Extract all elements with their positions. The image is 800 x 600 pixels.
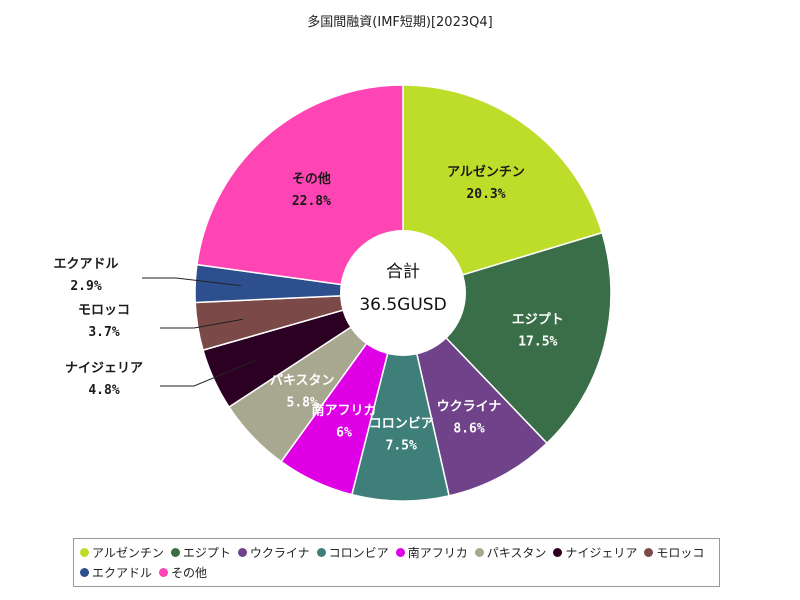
- legend-swatch: [80, 567, 89, 577]
- legend-label: コロンビア: [328, 545, 389, 560]
- legend-swatch: [170, 547, 180, 557]
- center-label: 合計: [386, 262, 420, 282]
- slice-value-label: 3.7%: [88, 325, 119, 340]
- legend-swatch: [474, 547, 484, 557]
- slice-value-label: 8.6%: [453, 422, 484, 437]
- center-hole: [340, 230, 466, 356]
- slice-value-label: 5.8%: [287, 395, 318, 410]
- pie-slice: [350, 292, 450, 502]
- slice-value-label: 2.9%: [70, 279, 101, 294]
- legend-item: アルゼンチン: [80, 542, 164, 562]
- slice-name-label: エクアドル: [53, 257, 118, 272]
- legend-label: 南アフリカ: [407, 545, 468, 560]
- slice-name-label: アルゼンチン: [447, 164, 525, 180]
- legend-item: エクアドル: [80, 562, 152, 582]
- slice-name-label: 南アフリカ: [311, 402, 376, 418]
- slice-value-label: 6%: [336, 425, 352, 440]
- pie-chart: 多国間融資(IMF短期)[2023Q4] 合計 36.5GUSD アルゼンチン 2…: [53, 14, 612, 502]
- legend-label: エクアドル: [92, 565, 153, 580]
- leader-line: [142, 277, 241, 287]
- slice-name-label: エジプト: [512, 312, 564, 327]
- slice-labels: アルゼンチン 20.3% エジプト 17.5% ウクライナ 8.6% コロンビア 7.5% 南ア…: [53, 164, 563, 453]
- legend-label: ウクライナ: [249, 545, 310, 560]
- legend-item: ウクライナ: [237, 542, 310, 562]
- legend-item: エジプト: [170, 542, 231, 562]
- slice-name-label: モロッコ: [78, 303, 130, 318]
- slice-value-label: 20.3%: [466, 187, 505, 202]
- legend: アルゼンチン エジプト ウクライナ コロンビア 南アフリカ パキスタン ナイジェリア モロッコ…: [73, 538, 720, 587]
- legend-item: ナイジェリア: [553, 542, 637, 562]
- legend-items: アルゼンチン エジプト ウクライナ コロンビア 南アフリカ パキスタン ナイジェリア モロッコ…: [80, 542, 713, 582]
- slice-name-label: その他: [292, 171, 331, 187]
- leader-line: [160, 318, 243, 329]
- legend-swatch: [237, 547, 247, 557]
- legend-item: モロッコ: [644, 542, 704, 562]
- pie-slice: [402, 84, 604, 295]
- legend-label: エジプト: [182, 545, 231, 560]
- center-total: 36.5GUSD: [359, 295, 446, 315]
- legend-item: その他: [159, 562, 207, 582]
- slice-name-label: パキスタン: [270, 373, 335, 388]
- chart-title: 多国間融資(IMF短期)[2023Q4]: [307, 14, 492, 30]
- slice-name-label: ナイジェリア: [65, 361, 143, 376]
- legend-label: パキスタン: [486, 545, 547, 560]
- slice-value-label: 22.8%: [292, 194, 331, 209]
- leader-line: [160, 360, 256, 387]
- legend-swatch: [553, 547, 563, 557]
- legend-item: 南アフリカ: [395, 542, 468, 562]
- legend-swatch: [644, 547, 654, 557]
- slice-value-label: 17.5%: [518, 334, 557, 349]
- slice-value-label: 4.8%: [88, 383, 119, 398]
- legend-label: その他: [171, 565, 208, 580]
- slice-name-label: ウクライナ: [437, 400, 502, 415]
- legend-label: モロッコ: [656, 545, 705, 560]
- legend-label: アルゼンチン: [92, 545, 164, 560]
- slice-name-label: コロンビア: [369, 415, 434, 431]
- slice-value-label: 7.5%: [386, 438, 417, 453]
- legend-swatch: [395, 547, 405, 557]
- legend-swatch: [159, 567, 169, 577]
- legend-swatch: [80, 547, 89, 557]
- legend-label: ナイジェリア: [565, 545, 638, 560]
- legend-item: パキスタン: [474, 542, 547, 562]
- legend-item: コロンビア: [316, 542, 389, 562]
- pie-slice: [196, 84, 404, 294]
- legend-swatch: [316, 547, 326, 557]
